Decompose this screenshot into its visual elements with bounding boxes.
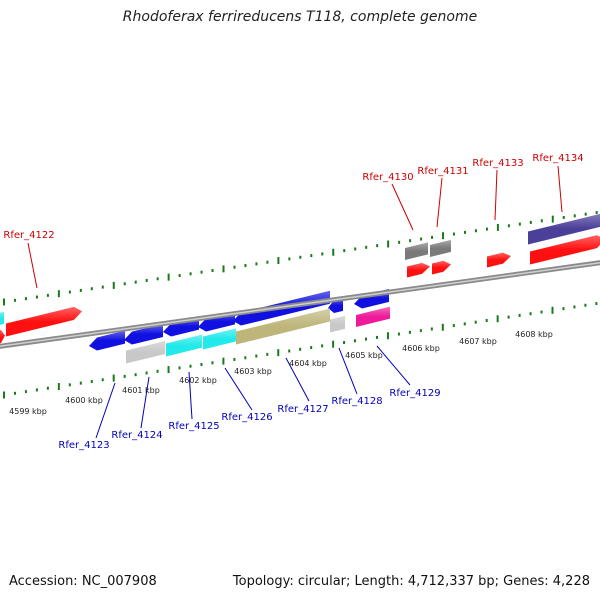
gene-leader-line [557, 165, 563, 213]
genome-axis [0, 260, 600, 349]
gene-arrow [328, 297, 343, 314]
gene-leader-line [285, 357, 310, 402]
gene-arrow [487, 252, 511, 268]
gene-leader-line [391, 183, 414, 231]
gene-leader-line [338, 347, 358, 395]
gene-block [236, 308, 330, 345]
gene-leader-line [27, 242, 38, 289]
gene-labels: Rfer_4122 Rfer_4130 Rfer_4131 Rfer_4133 Rfer… [3, 153, 583, 451]
kbp-label: 4604 kbp [289, 359, 327, 368]
gene-label-reverse: Rfer_4129 [389, 388, 440, 399]
gene-block [528, 213, 600, 245]
gene-label-forward: Rfer_4134 [532, 153, 583, 164]
gene-label-reverse: Rfer_4126 [221, 412, 272, 423]
kbp-label: 4603 kbp [234, 367, 272, 376]
gene-leader-line [188, 371, 193, 420]
gene-label-reverse: Rfer_4124 [111, 430, 162, 441]
kbp-label: 4607 kbp [459, 337, 497, 346]
gene-features [0, 213, 600, 364]
kbp-label: 4601 kbp [122, 386, 160, 395]
kbp-label: 4608 kbp [515, 330, 553, 339]
gene-label-reverse: Rfer_4125 [168, 421, 219, 432]
gene-arrow [6, 306, 82, 337]
gene-leader-line [376, 345, 411, 386]
kbp-label: 4602 kbp [179, 376, 217, 385]
accession-text: Accession: NC_007908 [9, 574, 157, 589]
upper-scale-ticks [3, 211, 598, 306]
gene-block [330, 315, 345, 333]
gene-arrow [432, 260, 451, 275]
gene-arrow [0, 330, 5, 344]
gene-label-forward: Rfer_4130 [362, 172, 413, 183]
lower-scale-ticks [3, 302, 598, 399]
gene-leader-line [95, 382, 116, 439]
gene-block [203, 328, 236, 350]
genome-axis-highlight [0, 261, 600, 348]
kbp-labels: 4599 kbp 4600 kbp 4601 kbp 4602 kbp 4603 kbp… [9, 330, 553, 416]
gene-arrow [124, 323, 163, 345]
gene-label-reverse: Rfer_4127 [277, 404, 328, 415]
gene-block [166, 334, 202, 357]
gene-block [0, 311, 4, 325]
gene-label-reverse: Rfer_4123 [58, 440, 109, 451]
gene-label-forward: Rfer_4131 [417, 166, 468, 177]
kbp-label: 4605 kbp [345, 351, 383, 360]
gene-arrow [89, 330, 125, 351]
kbp-label: 4599 kbp [9, 407, 47, 416]
gene-block [356, 306, 390, 327]
gene-block [405, 242, 428, 260]
gene-leader-line [436, 177, 443, 228]
gene-label-forward: Rfer_4133 [472, 158, 523, 169]
gene-leader-line [494, 169, 498, 221]
kbp-label: 4600 kbp [65, 396, 103, 405]
genome-info-text: Topology: circular; Length: 4,712,337 bp… [232, 574, 590, 589]
gene-label-reverse: Rfer_4128 [331, 396, 382, 407]
gene-arrow [530, 235, 600, 265]
gene-block [126, 340, 165, 364]
gene-leader-line [224, 367, 253, 411]
gene-leader-line [140, 376, 150, 429]
genome-title: Rhodoferax ferrireducens T118, complete … [122, 9, 478, 25]
gene-block [430, 239, 451, 257]
gene-arrow [407, 262, 430, 278]
gene-label-forward: Rfer_4122 [3, 230, 54, 241]
kbp-label: 4606 kbp [402, 344, 440, 353]
